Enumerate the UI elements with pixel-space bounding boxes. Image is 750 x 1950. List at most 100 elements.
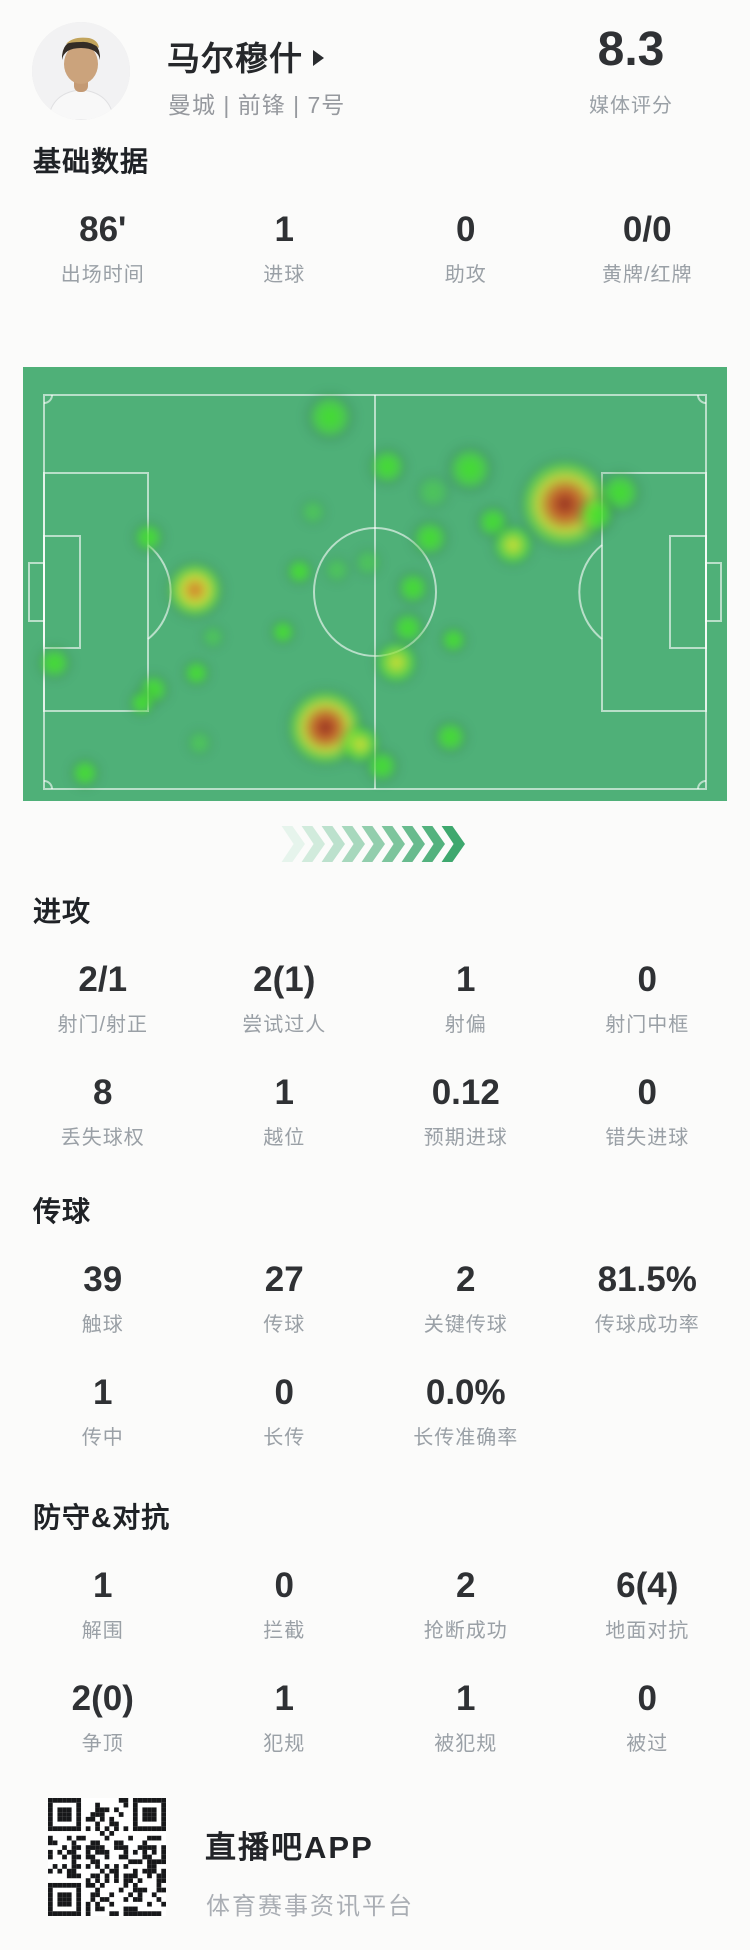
stat-cell: 0.0% 长传准确率 xyxy=(375,1373,557,1450)
heat-spot xyxy=(27,635,82,691)
heat-spot xyxy=(291,378,369,456)
stat-label: 传球成功率 xyxy=(594,1314,700,1336)
player-avatar xyxy=(32,22,130,120)
stat-label: 进球 xyxy=(263,264,306,286)
section-passing-title: 传球 xyxy=(33,1196,92,1227)
heat-spot xyxy=(151,546,238,634)
stat-value: 8 xyxy=(93,1073,113,1112)
stat-value: 1 xyxy=(274,1073,294,1112)
stat-cell: 2 关键传球 xyxy=(375,1260,557,1337)
stat-label: 触球 xyxy=(81,1314,124,1336)
stat-label: 长传准确率 xyxy=(413,1427,519,1449)
heat-spot xyxy=(357,436,419,498)
header: 马尔穆什 曼城 | 前锋 | 7号 8.3 媒体评分 xyxy=(0,0,750,140)
footer: 直播吧APP 体育赛事资讯平台 xyxy=(0,1796,750,1950)
stat-value: 2(1) xyxy=(253,960,316,999)
stat-value: 1 xyxy=(456,1679,476,1718)
heat-spot xyxy=(316,549,358,591)
rating-value: 8.3 xyxy=(597,23,665,76)
stat-label: 越位 xyxy=(263,1127,306,1149)
stat-value: 6(4) xyxy=(616,1566,679,1605)
section-attack-title: 进攻 xyxy=(33,896,92,927)
stat-cell: 39 触球 xyxy=(12,1260,194,1337)
stat-value: 39 xyxy=(83,1260,123,1299)
stat-label: 长传 xyxy=(263,1427,306,1449)
heat-spot xyxy=(354,739,410,794)
stat-value: 0.0% xyxy=(425,1373,506,1412)
stat-label: 拦截 xyxy=(263,1620,306,1642)
stat-cell: 0 长传 xyxy=(194,1373,376,1450)
heat-spot xyxy=(174,650,220,696)
stat-cell: 0 助攻 xyxy=(375,210,557,287)
heat-spot xyxy=(345,539,391,585)
basic-stat-grid: 86' 出场时间 1 进球 0 助攻 0/0 黄牌/红牌 xyxy=(0,210,750,287)
stat-label: 关键传球 xyxy=(423,1314,508,1336)
stat-cell: 2(0) 争顶 xyxy=(12,1679,194,1756)
stat-label: 助攻 xyxy=(444,264,487,286)
section-basic-title: 基础数据 xyxy=(33,146,150,177)
player-name: 马尔穆什 xyxy=(167,40,303,77)
stat-label: 犯规 xyxy=(263,1733,306,1755)
stat-value: 81.5% xyxy=(597,1260,697,1299)
player-name-row[interactable]: 马尔穆什 xyxy=(167,32,324,80)
stat-value: 2 xyxy=(456,1260,476,1299)
defense-stat-grid: 1 解围 0 拦截 2 抢断成功 6(4) 地面对抗 2(0) 争顶 1 犯规 1 被犯规 0 被过 xyxy=(0,1566,750,1756)
stat-cell: 2/1 射门/射正 xyxy=(12,960,194,1037)
section-basic: 基础数据 86' 出场时间 1 进球 0 助攻 0/0 黄牌/红牌 xyxy=(0,140,750,287)
stat-cell: 1 解围 xyxy=(12,1566,194,1643)
stat-cell: 0 被过 xyxy=(557,1679,739,1756)
stat-value: 0 xyxy=(637,1073,657,1112)
stat-value: 1 xyxy=(456,960,476,999)
stat-label: 地面对抗 xyxy=(605,1620,690,1642)
stat-value: 2/1 xyxy=(78,960,128,999)
stat-cell: 0 拦截 xyxy=(194,1566,376,1643)
heat-spot xyxy=(433,432,507,506)
heat-spot xyxy=(430,617,476,663)
stat-label: 出场时间 xyxy=(60,264,145,286)
caret-right-icon xyxy=(313,50,324,66)
heat-spot xyxy=(362,628,430,696)
stat-cell: 2 抢断成功 xyxy=(375,1566,557,1643)
stat-value: 0 xyxy=(637,960,657,999)
stat-value: 2(0) xyxy=(71,1679,134,1718)
stat-cell: 0.12 预期进球 xyxy=(375,1073,557,1150)
heat-spot xyxy=(261,611,304,653)
stat-cell: 81.5% 传球成功率 xyxy=(557,1260,739,1337)
attack-stat-grid: 2/1 射门/射正 2(1) 尝试过人 1 射偏 0 射门中框 8 丢失球权 1 越位 0.12 预期进球… xyxy=(0,960,750,1150)
stat-value: 1 xyxy=(93,1373,113,1412)
stat-label: 被过 xyxy=(626,1733,669,1755)
heat-spot xyxy=(119,680,165,726)
rating-label: 媒体评分 xyxy=(589,95,673,117)
stat-label: 抢断成功 xyxy=(423,1620,508,1642)
stat-label: 射门/射正 xyxy=(57,1014,149,1036)
player-team-position: 曼城 | 前锋 | 7号 xyxy=(168,92,346,118)
attack-direction-arrows xyxy=(0,826,750,862)
app-tagline: 体育赛事资讯平台 xyxy=(206,1893,414,1920)
heat-spot xyxy=(122,511,174,563)
stat-value: 0.12 xyxy=(431,1073,500,1112)
heat-spot xyxy=(193,617,233,657)
stat-cell: 1 被犯规 xyxy=(375,1679,557,1756)
heat-spot xyxy=(178,722,221,764)
stat-value: 0 xyxy=(274,1566,294,1605)
stat-cell: 86' 出场时间 xyxy=(12,210,194,287)
stat-label: 争顶 xyxy=(81,1733,124,1755)
stat-label: 黄牌/红牌 xyxy=(601,264,693,286)
stat-label: 射偏 xyxy=(444,1014,487,1036)
stat-cell: 1 传中 xyxy=(12,1373,194,1450)
stat-value: 0 xyxy=(274,1373,294,1412)
heatmap-spots xyxy=(23,367,727,801)
position-heatmap xyxy=(23,367,727,801)
stat-value: 27 xyxy=(264,1260,304,1299)
stat-cell: 0/0 黄牌/红牌 xyxy=(557,210,739,287)
passing-stat-grid: 39 触球 27 传球 2 关键传球 81.5% 传球成功率 1 传中 0 长传 0.0% 长传准确率 xyxy=(0,1260,750,1450)
stat-cell: 1 越位 xyxy=(194,1073,376,1150)
heat-spot xyxy=(60,748,109,797)
app-name: 直播吧APP xyxy=(205,1830,374,1865)
stat-cell: 27 传球 xyxy=(194,1260,376,1337)
section-defense: 防守&对抗 1 解围 0 拦截 2 抢断成功 6(4) 地面对抗 2(0) 争顶 1 犯规 1 被犯规 0 被… xyxy=(0,1496,750,1756)
stat-cell: 0 射门中框 xyxy=(557,960,739,1037)
heat-spot xyxy=(399,507,461,569)
stat-value: 2 xyxy=(456,1566,476,1605)
